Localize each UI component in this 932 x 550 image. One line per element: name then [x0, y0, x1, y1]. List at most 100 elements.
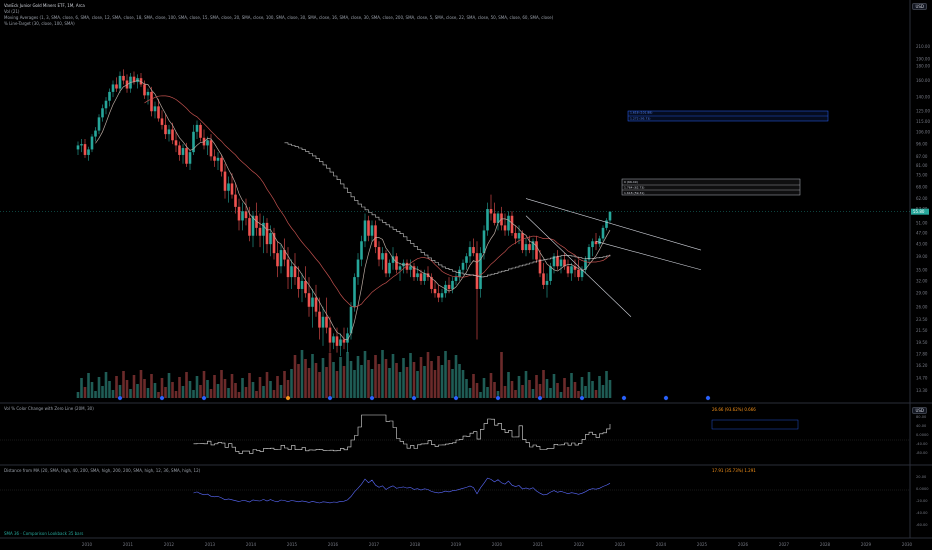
candle-body [363, 220, 367, 242]
panel3-y-tick: 20.00 [916, 475, 927, 479]
volume-bar [286, 380, 290, 398]
candle-body [220, 157, 223, 172]
candle-body [423, 273, 426, 281]
y-tick-label: 180.00 [916, 63, 930, 68]
volume-bar [566, 387, 570, 398]
volume-bar [297, 364, 300, 398]
volume-bar [314, 363, 318, 398]
candle-body [230, 183, 234, 195]
volume-bar [202, 371, 206, 398]
event-marker [369, 395, 375, 401]
candle-body [80, 144, 83, 146]
y-tick-label: 115.00 [916, 119, 930, 124]
indicator-ma: Moving Averages (1, 3, SMA, close, 6, SM… [4, 15, 554, 20]
candle-body [279, 250, 283, 267]
volume-bar [244, 387, 248, 398]
candle-body [185, 148, 188, 164]
volume-bar [132, 375, 136, 398]
candle-body [584, 259, 587, 270]
target-label: 1.618 (59.31) [624, 191, 644, 195]
panel3-y-tick: -60.00 [916, 523, 928, 527]
volume-bar [307, 368, 311, 398]
x-tick-label: 2022 [574, 542, 585, 547]
price-badge-bg [911, 208, 929, 215]
candle-body [167, 129, 171, 135]
candle-body [391, 256, 395, 263]
candle-body [360, 241, 363, 260]
volume-bar [90, 382, 94, 398]
y-tick-label: 17.80 [916, 351, 928, 356]
candle-body [195, 124, 199, 132]
volume-bar [447, 360, 451, 398]
y-tick-label: 140.00 [916, 95, 930, 100]
candle-body [283, 250, 286, 260]
candle-body [227, 183, 230, 191]
volume-bar [423, 366, 426, 398]
volume-bar [433, 370, 437, 398]
target-label: 0 (66.49) [624, 180, 638, 184]
candle-body [269, 233, 272, 245]
volume-bar [157, 392, 160, 398]
trendline-cross [595, 240, 702, 271]
candle-body [339, 339, 342, 346]
volume-bar [125, 380, 129, 398]
candle-body [122, 75, 125, 81]
x-tick-label: 2028 [820, 542, 831, 547]
candle-body [353, 277, 356, 307]
volume-bar [521, 385, 524, 398]
candle-body [139, 78, 143, 85]
candle-body [563, 259, 566, 267]
event-marker [117, 395, 123, 401]
volume-bar [227, 388, 230, 398]
y-tick-label: 160.00 [916, 78, 930, 83]
volume-bar [104, 372, 108, 398]
candle-body [482, 230, 486, 254]
x-tick-label: 2024 [656, 542, 667, 547]
price-badge: 55.80 [913, 209, 925, 214]
candle-body [402, 262, 405, 267]
candle-body [388, 262, 391, 274]
volume-bar [164, 387, 167, 398]
chart-title: VanEck Junior Gold Miners ETF, 1M, Arca [4, 3, 85, 8]
currency-button[interactable]: USD [912, 3, 927, 10]
candle-body [594, 241, 598, 245]
x-tick-label: 2013 [205, 542, 216, 547]
volume-bar [300, 350, 304, 398]
volume-bar [335, 371, 339, 398]
volume-bar [153, 383, 157, 398]
candle-body [146, 91, 150, 96]
candle-body [503, 225, 507, 231]
candle-body [255, 215, 258, 228]
volume-bar [563, 378, 566, 398]
volume-bar [237, 392, 241, 398]
volume-bar [265, 372, 269, 398]
volume-bar [535, 375, 538, 398]
candle-body [178, 145, 181, 155]
candle-body [605, 220, 608, 228]
candle-body [97, 117, 101, 131]
volume-bar [426, 352, 430, 398]
candle-body [454, 277, 458, 281]
panel3-title: Distance from MA (20, SMA, high, 40, 200… [4, 468, 201, 473]
volume-bar [482, 378, 486, 398]
volume-bar [181, 386, 185, 398]
volume-bar [374, 355, 377, 398]
candle-body [405, 262, 409, 270]
volume-bar [160, 378, 164, 398]
panel2-currency-button[interactable]: USD [912, 407, 927, 414]
x-tick-label: 2017 [369, 542, 380, 547]
volume-bar [454, 355, 458, 398]
volume-bar [384, 359, 388, 398]
volume-bar [580, 377, 584, 398]
panel2-y-tick: 0.0000 [916, 433, 929, 437]
x-tick-label: 2015 [287, 542, 298, 547]
volume-bar [108, 381, 111, 398]
volume-bar [255, 391, 258, 398]
candle-body [566, 266, 570, 274]
y-tick-label: 87.00 [916, 154, 928, 159]
candle-body [531, 241, 535, 251]
volume-bar [598, 376, 601, 398]
x-tick-label: 2018 [410, 542, 421, 547]
